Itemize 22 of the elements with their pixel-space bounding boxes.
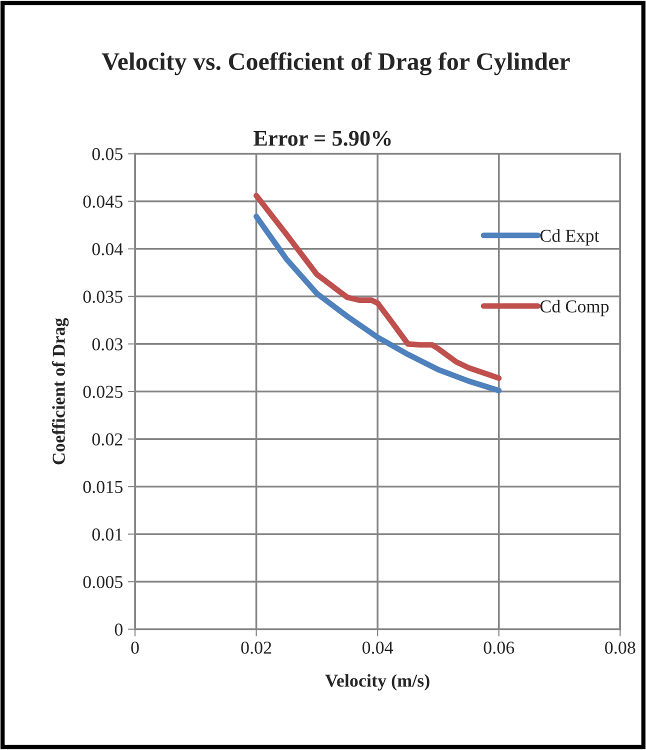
chart-title: Velocity vs. Coefficient of Drag for Cylinder xyxy=(102,52,570,76)
y-tick-label: 0.035 xyxy=(83,290,123,303)
legend-label: Cd Comp xyxy=(540,300,609,316)
y-tick-label: 0.005 xyxy=(83,576,123,588)
y-tick-label: 0.04 xyxy=(92,243,123,256)
y-tick-label: 0.045 xyxy=(83,196,123,208)
x-tick-label: 0.04 xyxy=(362,642,394,654)
y-tick-label: 0.01 xyxy=(92,528,122,541)
x-axis-title: Velocity (m/s) xyxy=(325,674,430,691)
y-tick-label: 0.03 xyxy=(92,338,123,350)
x-tick-label: 0.02 xyxy=(241,642,272,654)
y-tick-label: 0.015 xyxy=(83,480,123,494)
y-axis-title: Coefficient of Drag xyxy=(52,318,69,464)
y-tick-label: 0.02 xyxy=(92,433,122,446)
x-tick-label: 0 xyxy=(131,642,139,654)
x-tick-label: 0.06 xyxy=(484,642,514,654)
y-tick-label: 0.025 xyxy=(83,386,123,398)
chart-subtitle: Error = 5.90% xyxy=(254,130,391,146)
legend-label: Cd Expt xyxy=(540,229,600,246)
x-tick-label: 0.08 xyxy=(605,642,636,654)
y-tick-label: 0.05 xyxy=(92,148,123,160)
y-tick-label: 0 xyxy=(114,624,123,636)
